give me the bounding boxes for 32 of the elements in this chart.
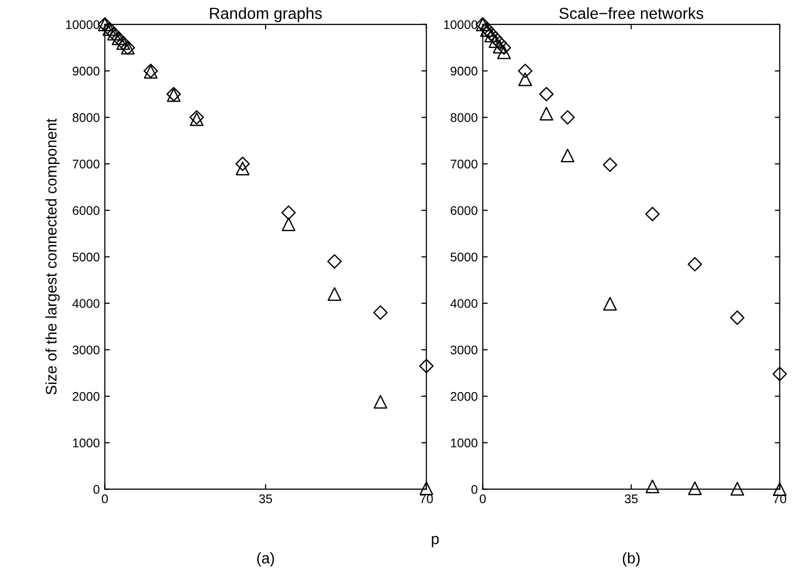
y-tick-label: 8000: [72, 113, 100, 122]
y-tick-label: 2000: [450, 392, 478, 401]
text: (b): [622, 552, 640, 566]
y-axis-title: Size of the largest connected component: [45, 118, 60, 395]
y-tick-label: 1000: [73, 438, 100, 448]
x-tick-label: 0: [102, 494, 108, 504]
x-axis-title: p: [432, 536, 439, 548]
y-tick-label: 5000: [450, 252, 478, 262]
text: (a): [257, 552, 274, 566]
y-tick-label: 9000: [72, 66, 100, 76]
y-tick-label: 0: [471, 485, 478, 494]
y-tick-label: 4000: [72, 299, 100, 308]
x-tick-label: 0: [480, 494, 486, 504]
chart-title: Scale−free networks: [559, 7, 704, 20]
chart-title: Random graphs: [210, 7, 322, 22]
y-tick-label: 10000: [444, 20, 478, 30]
y-tick-label: 0: [93, 485, 100, 494]
x-tick-label: 35: [259, 494, 272, 504]
y-tick-label: 4000: [450, 299, 478, 308]
y-tick-label: 2000: [72, 392, 100, 401]
x-tick-label: 35: [624, 494, 638, 504]
y-tick-label: 8000: [450, 113, 478, 122]
y-tick-label: 6000: [72, 206, 100, 215]
y-tick-label: 3000: [450, 346, 478, 354]
y-tick-label: 3000: [72, 346, 100, 354]
y-tick-label: 5000: [72, 252, 100, 262]
y-tick-label: 9000: [450, 66, 478, 76]
y-tick-label: 1000: [451, 438, 478, 448]
y-tick-label: 10000: [66, 20, 100, 30]
y-tick-label: 7000: [72, 160, 100, 168]
y-tick-label: 7000: [450, 160, 478, 168]
y-tick-label: 6000: [450, 206, 478, 215]
